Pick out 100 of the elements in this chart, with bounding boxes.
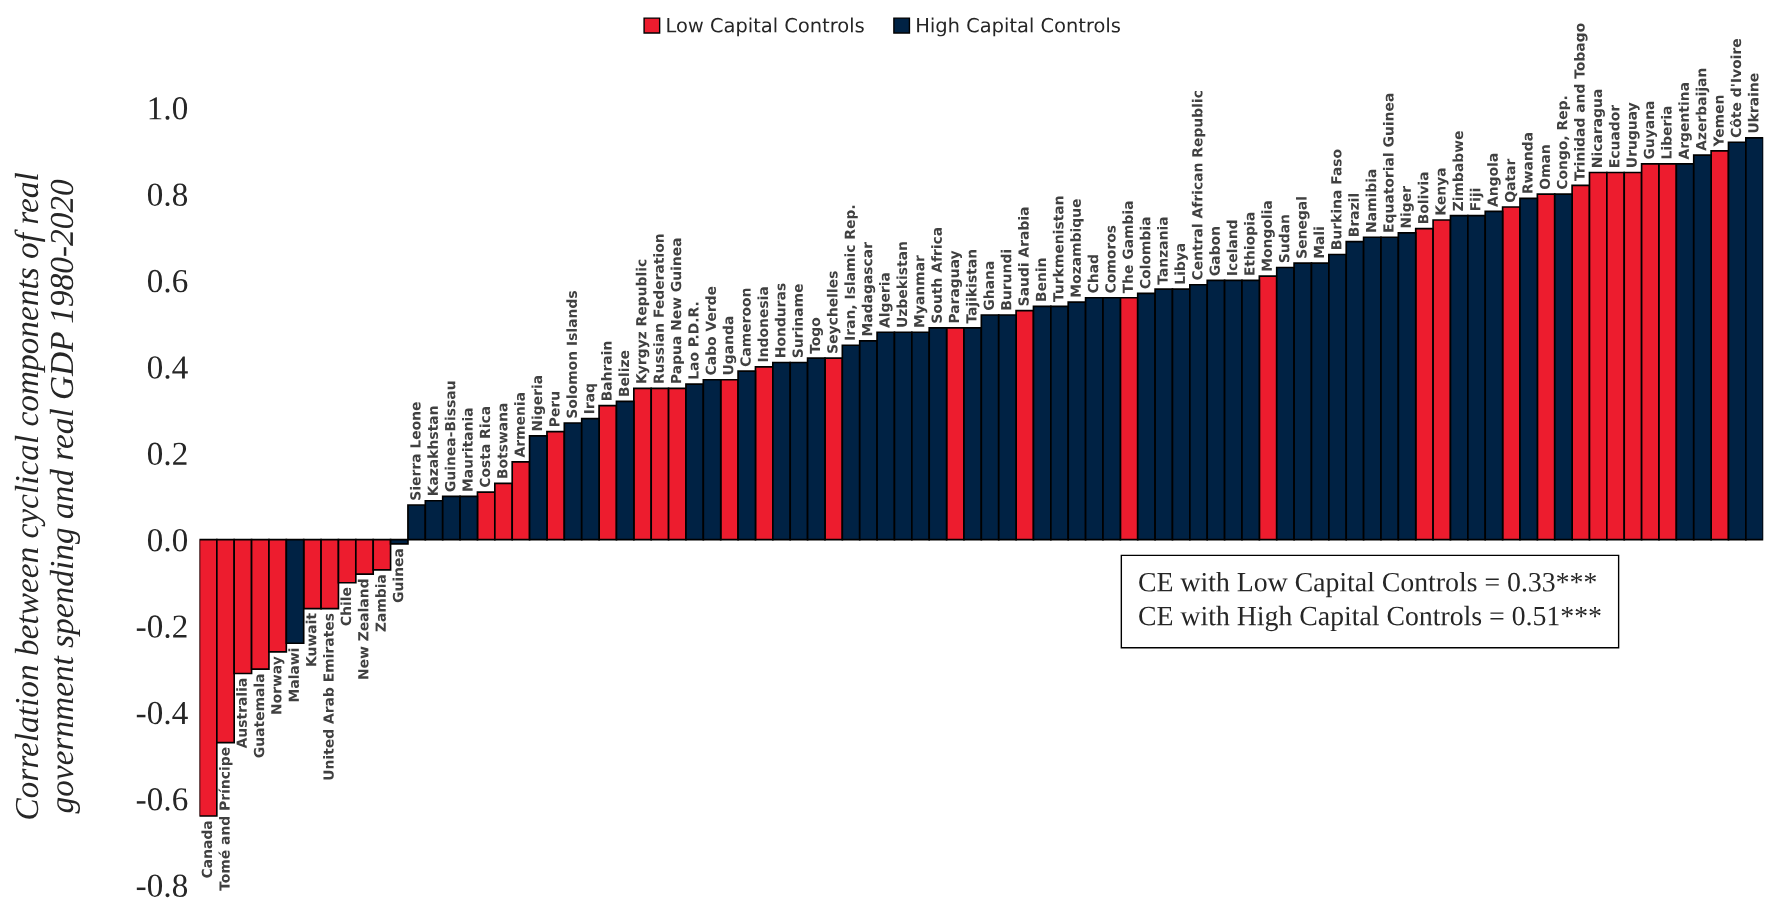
y-tick-label: -0.8: [136, 874, 188, 898]
x-tick-label: Nicaragua: [1591, 89, 1605, 167]
x-tick-label: Congo, Rep.: [1556, 96, 1571, 190]
x-tick-label: Tajikistan: [965, 249, 980, 324]
y-tick-label: -0.6: [136, 788, 188, 811]
x-tick-label: Algeria: [879, 273, 893, 328]
x-tick-label: Angola: [1487, 153, 1501, 207]
x-tick-label: Turkmenistan: [1052, 196, 1064, 302]
x-tick-label: Bolivia: [1417, 172, 1429, 224]
x-tick-label: Kuwait: [305, 613, 317, 666]
x-tick-label: Indonesia: [757, 287, 769, 362]
x-tick-label: Paraguay: [948, 250, 962, 323]
y-axis-title: Correlation between cyclical components of real government spending and real GDP 1980-2020: [14, 172, 81, 819]
x-tick-label: Uzbekistan: [896, 242, 908, 327]
x-tick-label: Chile: [340, 587, 352, 626]
x-tick-label: Solomon Islands: [566, 291, 578, 418]
x-tick-label: Nigeria: [531, 375, 546, 431]
x-tick-label: Ghana: [983, 261, 995, 310]
y-tick-label: 0.2: [147, 442, 187, 466]
x-tick-label: The Gambia: [1122, 201, 1134, 294]
x-tick-label: Uruguay: [1626, 102, 1640, 167]
x-tick-label: Ecuador: [1608, 104, 1620, 167]
x-tick-label: Kyrgyz Republic: [635, 259, 650, 383]
x-tick-label: Niger: [1400, 186, 1414, 228]
x-tick-label: Trinidad and Tobago: [1574, 23, 1588, 182]
x-tick-label: South Africa: [931, 227, 942, 323]
x-tick-label: Guinea-Bissau: [444, 381, 456, 492]
y-tick-label: 0.6: [147, 269, 188, 293]
x-tick-label: Tanzania: [1157, 217, 1168, 285]
x-tick-label: Kazakhstan: [427, 406, 439, 496]
x-tick-label: Iran, Islamic Rep.: [844, 205, 858, 340]
x-tick-label: Mongolia: [1261, 201, 1275, 271]
x-tick-label: Ethiopia: [1243, 212, 1258, 275]
y-tick-label: -0.2: [136, 615, 187, 638]
x-tick-label: Madagascar: [861, 242, 876, 336]
x-tick-label: Mozambique: [1070, 199, 1084, 297]
x-tick-label: Costa Rica: [479, 406, 491, 488]
x-tick-label: Iceland: [1226, 220, 1238, 275]
x-tick-label: Zimbabwe: [1452, 131, 1464, 211]
x-tick-label: Cabo Verde: [705, 286, 717, 375]
x-tick-label: Guatemala: [253, 674, 265, 758]
x-tick-label: Seychelles: [826, 271, 841, 353]
x-tick-label: Australia: [236, 678, 247, 749]
x-tick-label: Libya: [1174, 243, 1188, 284]
x-tick-label: Malawi: [288, 648, 300, 702]
x-tick-label: Rwanda: [1521, 133, 1533, 193]
y-tick-label: 0.8: [147, 183, 188, 207]
x-tick-label: Papua New Guinea: [670, 238, 684, 383]
x-tick-label: Ukraine: [1747, 73, 1759, 133]
y-tick-label: 0.0: [147, 528, 188, 552]
x-tick-label: Liberia: [1660, 106, 1672, 159]
x-tick-label: Fiji: [1469, 188, 1484, 211]
x-tick-label: Argentina: [1678, 83, 1692, 160]
x-tick-label: Côte d'Ivoire: [1729, 38, 1742, 138]
legend-label: High Capital Controls: [917, 17, 1120, 37]
x-tick-label: Colombia: [1139, 217, 1151, 289]
x-tick-label: Togo: [809, 317, 823, 354]
x-tick-label: Guyana: [1643, 101, 1658, 159]
x-tick-label: Mauritania: [462, 408, 473, 491]
x-tick-label: Honduras: [774, 283, 786, 357]
x-tick-label: Uganda: [722, 316, 737, 375]
x-tick-label: Cameroon: [740, 288, 751, 367]
x-tick-label: Namibia: [1365, 169, 1377, 232]
x-tick-label: Zambia: [375, 575, 386, 632]
x-tick-label: Chad: [1087, 255, 1099, 293]
x-tick-label: Lao P.D.R.: [688, 302, 699, 379]
x-tick-label: Mali: [1313, 227, 1325, 258]
x-tick-label: Central African Republic: [1191, 91, 1206, 280]
x-tick-label: Oman: [1539, 145, 1551, 190]
x-tick-label: Suriname: [792, 284, 803, 358]
x-tick-label: Burundi: [1000, 250, 1012, 310]
x-tick-label: Armenia: [514, 393, 525, 458]
x-tick-label: Guinea: [392, 549, 404, 603]
x-tick-label: Myanmar: [914, 255, 928, 327]
x-tick-label: Kenya: [1435, 168, 1449, 215]
legend-label: Low Capital Controls: [667, 17, 864, 37]
x-tick-label: Brazil: [1348, 194, 1359, 236]
x-tick-label: Bahrain: [601, 341, 612, 401]
x-tick-label: Gabon: [1209, 227, 1220, 276]
x-tick-label: Comoros: [1105, 225, 1116, 293]
y-tick-label: -0.4: [136, 701, 188, 725]
x-tick-label: Botswana: [497, 403, 508, 478]
x-tick-label: Belize: [618, 350, 630, 396]
y-tick-label: 1.0: [149, 97, 188, 120]
x-tick-label: Saudi Arabia: [1018, 207, 1029, 306]
x-tick-label: Equatorial Guinea: [1382, 93, 1397, 232]
text: CE with Low Capital Controls = 0.33*** CE with High Capital Controls = 0.51***: [1139, 572, 1601, 632]
x-tick-label: United Arab Emirates: [323, 613, 334, 780]
x-tick-label: Tomé and Príncipe: [218, 747, 233, 891]
x-tick-label: Norway: [271, 656, 285, 714]
x-tick-label: Qatar: [1504, 158, 1518, 203]
x-tick-label: New Zealand: [357, 579, 369, 679]
x-tick-label: Sudan: [1278, 215, 1290, 263]
x-tick-label: Senegal: [1296, 197, 1310, 258]
x-tick-label: Sierra Leone: [409, 402, 421, 500]
x-tick-label: Azerbaijan: [1695, 68, 1710, 151]
x-tick-label: Iraq: [584, 384, 598, 414]
x-tick-label: Russian Federation: [653, 234, 664, 383]
x-tick-label: Peru: [549, 392, 560, 427]
x-tick-label: Benin: [1035, 258, 1047, 301]
